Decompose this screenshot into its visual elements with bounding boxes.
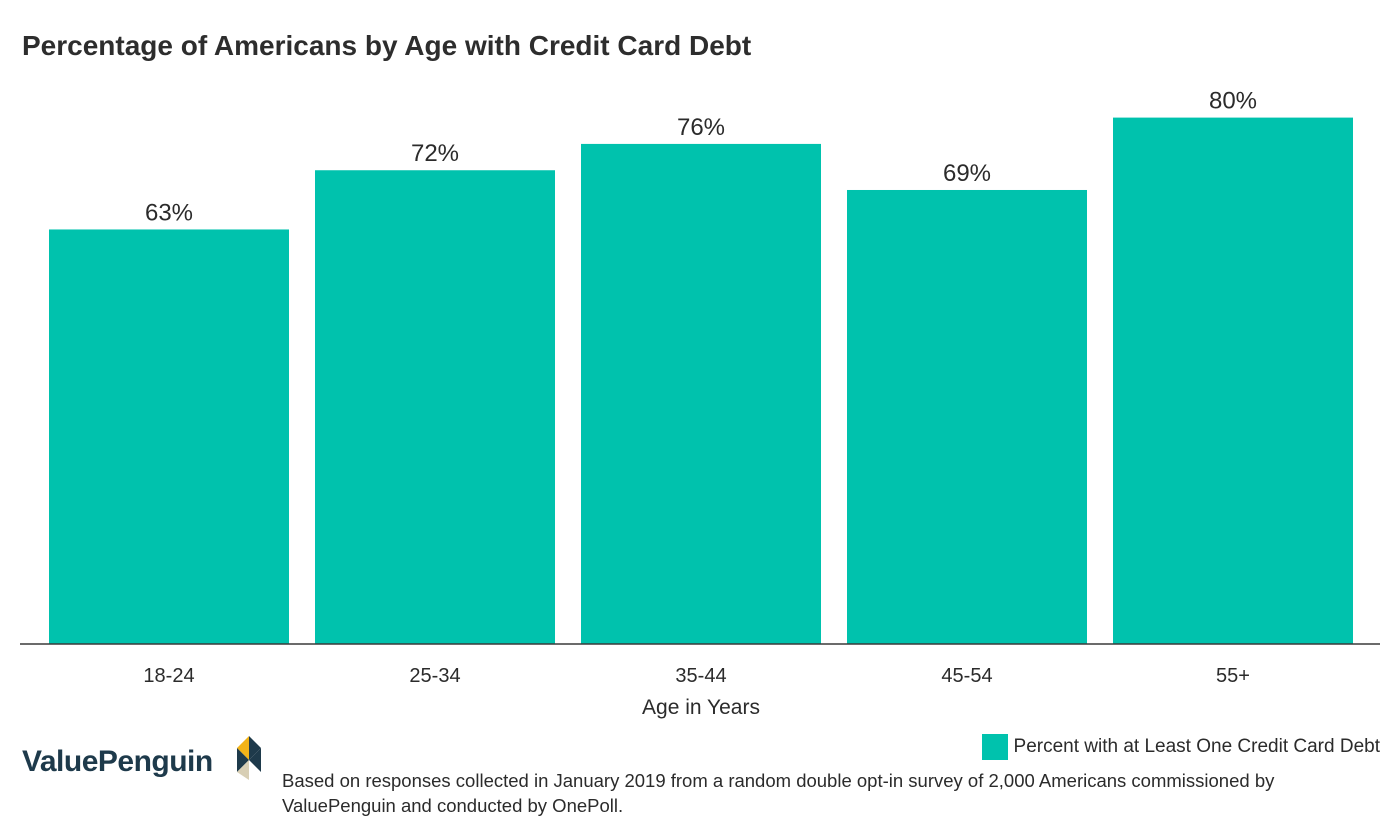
x-tick-label-18-24: 18-24	[143, 665, 194, 687]
x-tick-label-35-44: 35-44	[675, 665, 726, 687]
bar-35-44	[581, 143, 821, 645]
bar-25-34	[315, 170, 555, 645]
value-label-35-44: 76%	[677, 114, 725, 141]
brand-logo: ValuePenguin	[22, 736, 263, 780]
value-labels-group: 63% 72% 76% 69% 80%	[145, 88, 1257, 227]
chart-title: Percentage of Americans by Age with Cred…	[22, 30, 752, 61]
x-axis-title: Age in Years	[642, 696, 760, 719]
brand-name: ValuePenguin	[22, 745, 213, 778]
legend-swatch	[981, 734, 1008, 760]
bar-chart: 63%72%76%69%80% 18-24 25-34 35-44 45-54 55+ …	[20, 88, 1380, 719]
value-label-45-54: 69%	[943, 160, 991, 187]
footnote: Based on responses collected in January …	[282, 770, 1275, 816]
value-label-18-24: 63%	[145, 199, 193, 226]
x-tick-labels-group: 18-24 25-34 35-44 45-54 55+	[143, 665, 1250, 687]
legend-label: Percent with at Least One Credit Card De…	[1013, 736, 1380, 757]
x-tick-label-45-54: 45-54	[941, 665, 992, 687]
value-label-55+: 80%	[1209, 88, 1257, 115]
bar-45-54	[847, 189, 1087, 645]
valuepenguin-logo-icon	[236, 736, 261, 780]
bar-18-24	[49, 229, 289, 644]
x-tick-label-55+: 55+	[1216, 665, 1250, 687]
value-label-25-34: 72%	[411, 140, 459, 167]
x-tick-label-25-34: 25-34	[409, 665, 460, 687]
bar-55+	[1113, 117, 1353, 645]
legend: Percent with at Least One Credit Card De…	[981, 734, 1380, 760]
bars-group	[49, 117, 1353, 645]
